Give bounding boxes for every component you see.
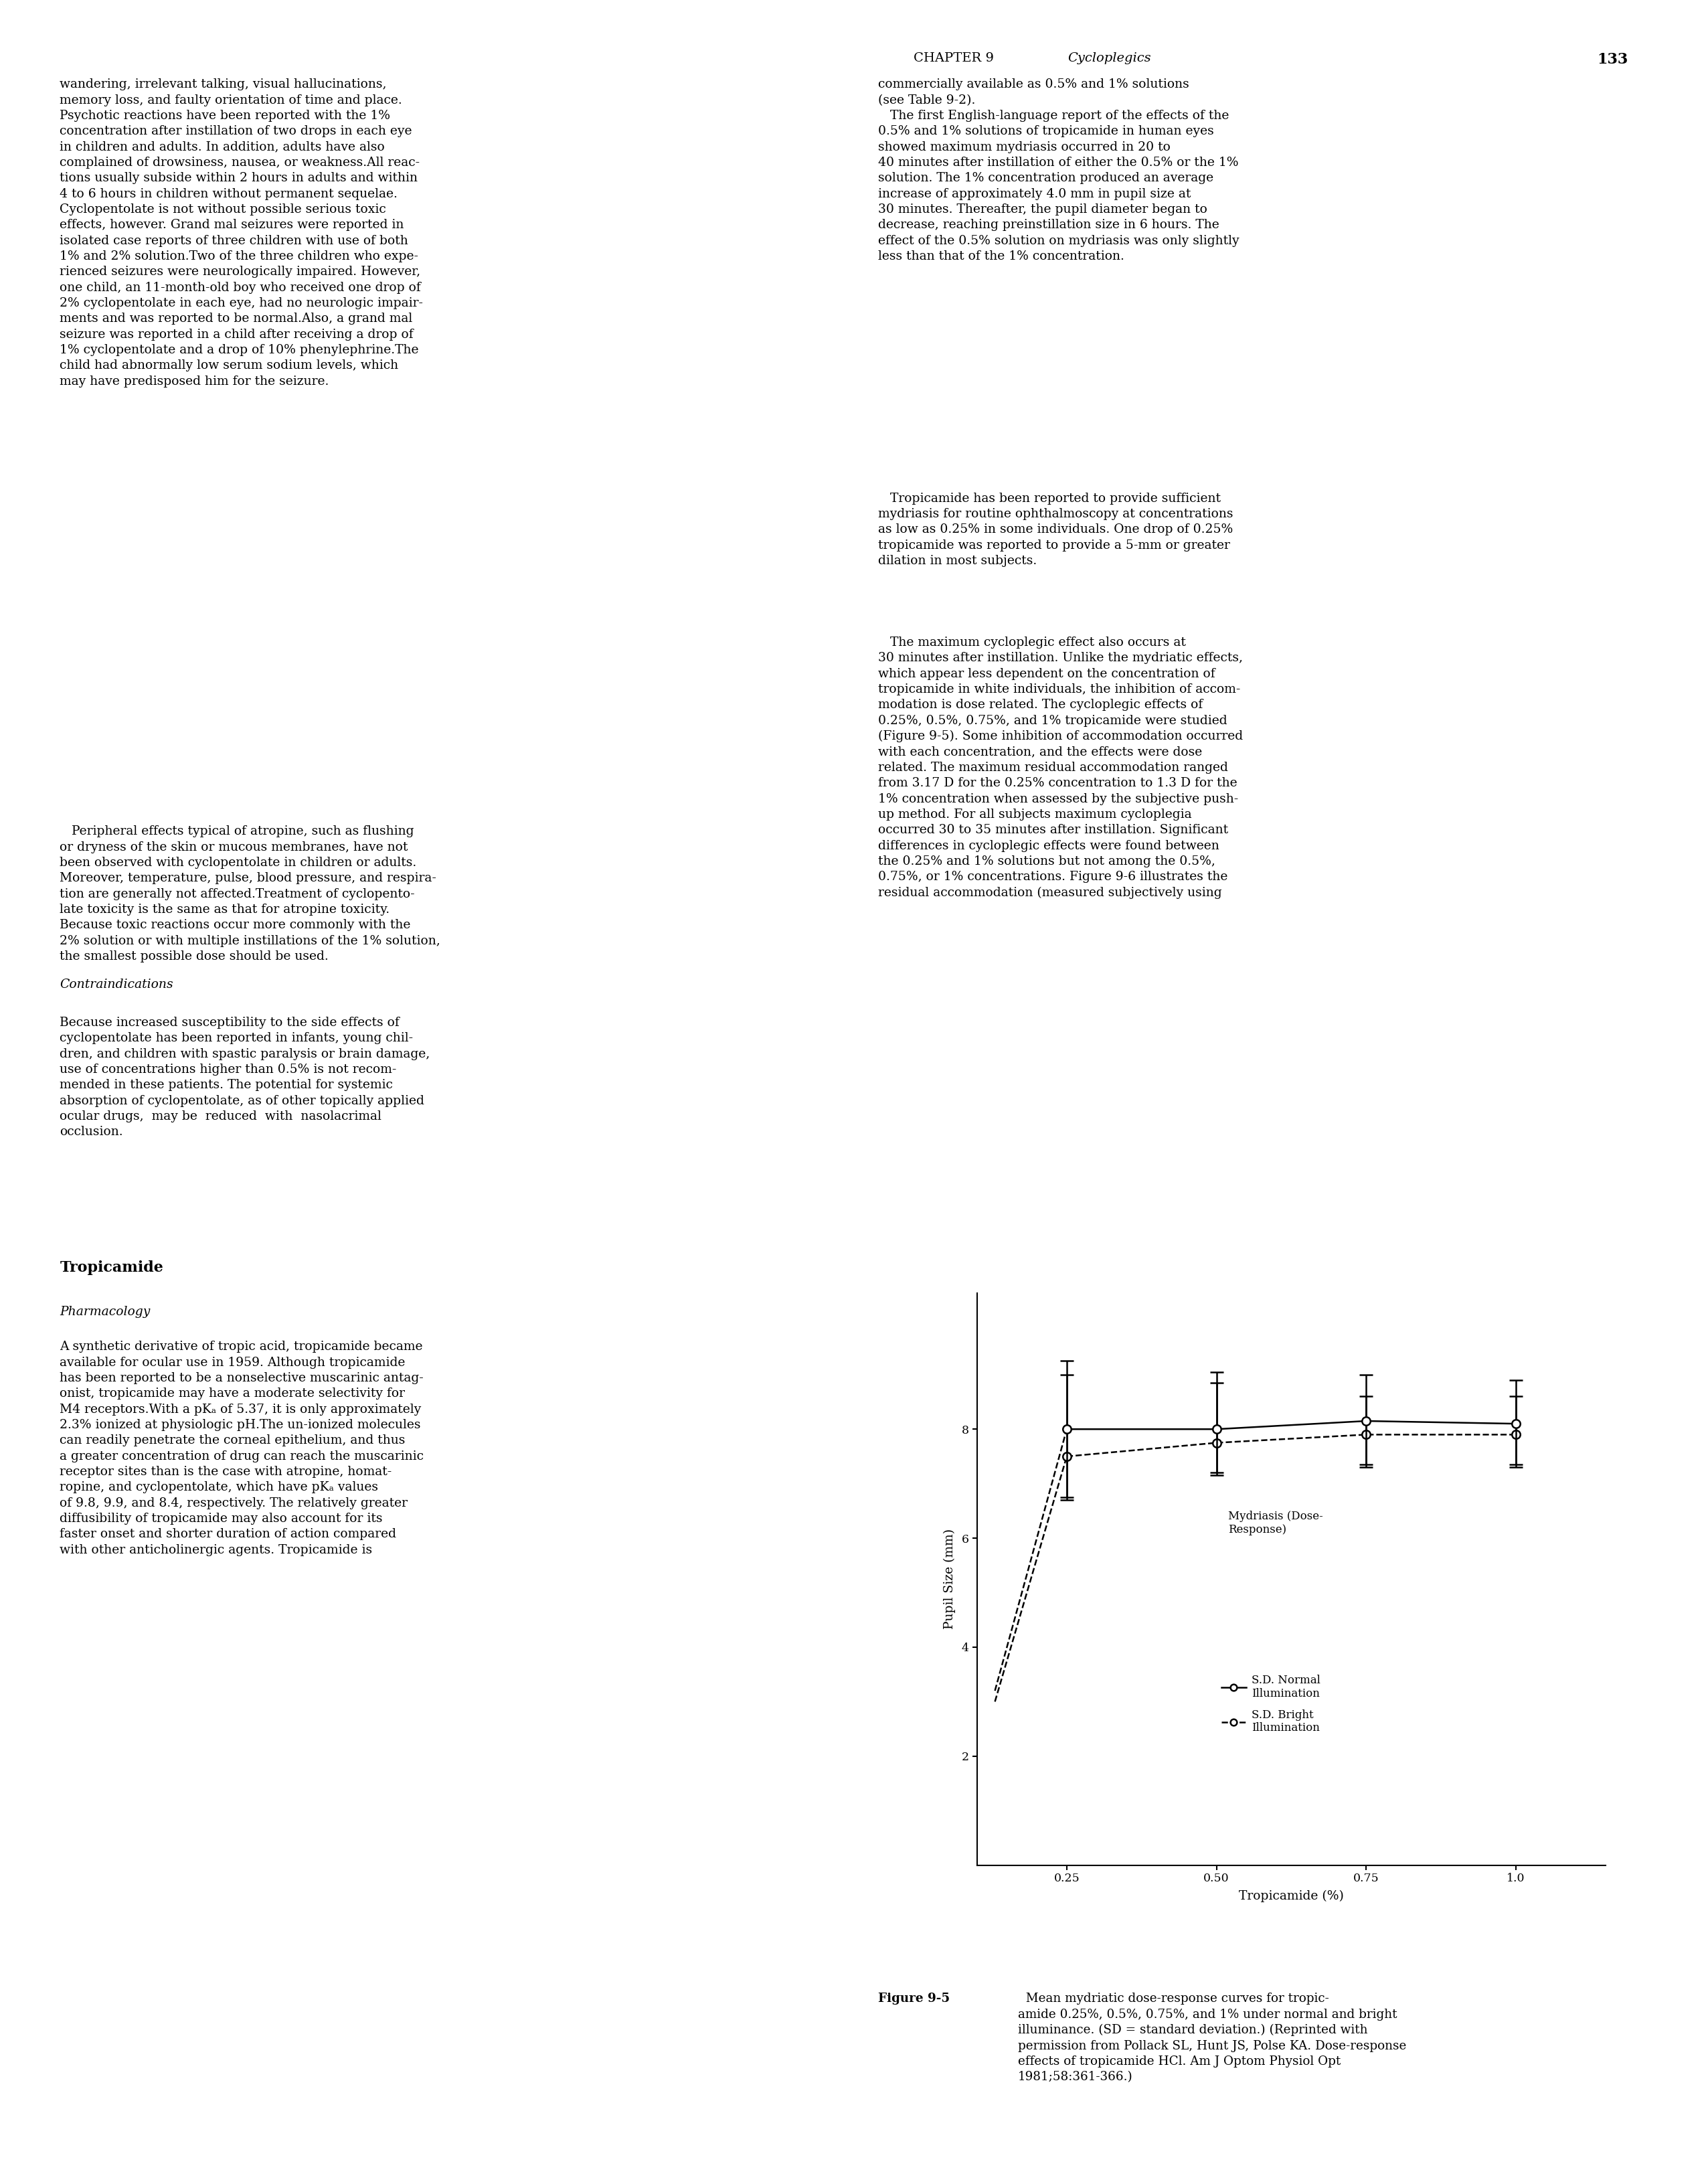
Text: A synthetic derivative of tropic acid, tropicamide became
available for ocular u: A synthetic derivative of tropic acid, t…	[60, 1341, 424, 1555]
Text: Because increased susceptibility to the side effects of
cyclopentolate has been : Because increased susceptibility to the …	[60, 1018, 430, 1138]
X-axis label: Tropicamide (%): Tropicamide (%)	[1238, 1889, 1344, 1902]
Text: The maximum cycloplegic effect also occurs at
30 minutes after instillation. Unl: The maximum cycloplegic effect also occu…	[878, 638, 1243, 900]
Text: 133: 133	[1597, 52, 1628, 68]
Text: Cycloplegics: Cycloplegics	[1068, 52, 1151, 66]
Text: Contraindications: Contraindications	[60, 978, 173, 992]
Text: wandering, irrelevant talking, visual hallucinations,
memory loss, and faulty or: wandering, irrelevant talking, visual ha…	[60, 79, 424, 387]
Text: commercially available as 0.5% and 1% solutions
(see Table 9-2).
   The first En: commercially available as 0.5% and 1% so…	[878, 79, 1238, 262]
Text: Mydriasis (Dose-
Response): Mydriasis (Dose- Response)	[1228, 1511, 1324, 1535]
Text: Figure 9-5: Figure 9-5	[878, 1992, 950, 2005]
Legend: S.D. Normal
Illumination, S.D. Bright
Illumination: S.D. Normal Illumination, S.D. Bright Il…	[1221, 1675, 1320, 1734]
Text: Tropicamide has been reported to provide sufficient
mydriasis for routine ophtha: Tropicamide has been reported to provide…	[878, 494, 1233, 568]
Text: Peripheral effects typical of atropine, such as flushing
or dryness of the skin : Peripheral effects typical of atropine, …	[60, 826, 441, 963]
Text: CHAPTER 9: CHAPTER 9	[914, 52, 994, 66]
Y-axis label: Pupil Size (mm): Pupil Size (mm)	[945, 1529, 956, 1629]
Text: Tropicamide: Tropicamide	[60, 1260, 164, 1275]
Text: Pharmacology: Pharmacology	[60, 1306, 150, 1319]
Text: Mean mydriatic dose-response curves for tropic-
amide 0.25%, 0.5%, 0.75%, and 1%: Mean mydriatic dose-response curves for …	[1018, 1992, 1406, 2084]
